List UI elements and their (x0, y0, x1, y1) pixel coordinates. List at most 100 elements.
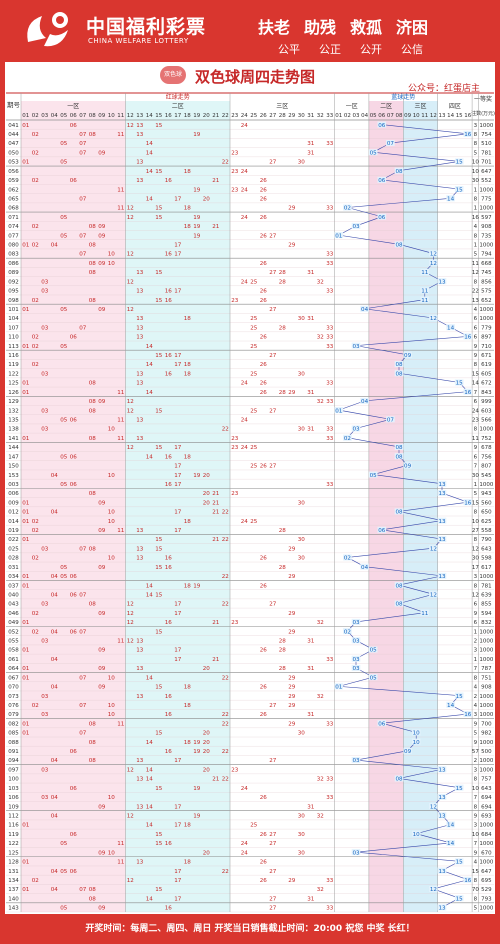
red-ball: 19 (193, 233, 201, 239)
red-ball: 30 (298, 731, 306, 737)
prize-count: 8 (474, 896, 478, 902)
red-ball: 26 (260, 556, 268, 562)
issue-number: 143 (8, 906, 19, 912)
red-ball: 16 (165, 556, 173, 562)
prize-amount: 1000 (479, 740, 493, 746)
red-ball: 11 (117, 721, 125, 727)
red-ball: 29 (288, 878, 296, 884)
blue-ball: 12 (430, 592, 437, 598)
blue-ball: 01 (335, 233, 343, 239)
prize-amount: 982 (481, 731, 492, 737)
red-ball: 17 (174, 804, 182, 810)
red-ball: 33 (326, 381, 334, 387)
prize-count: 5 (474, 150, 478, 156)
blue-ball-bg (343, 554, 352, 561)
issue-number: 132 (8, 408, 19, 414)
blue-ball-bg (411, 729, 421, 736)
red-number-header: 17 (174, 113, 181, 119)
blue-ball-bg (394, 443, 404, 450)
blue-zone-bg (368, 101, 404, 912)
prize-count: 8 (474, 675, 478, 681)
issue-number: 079 (8, 712, 19, 718)
issue-number: 014 (8, 519, 19, 525)
blue-zone-label: 一区 (346, 103, 358, 110)
blue-ball-bg (351, 849, 361, 856)
issue-column-header: 期号 (7, 101, 21, 109)
red-ball: 03 (41, 408, 49, 414)
prize-count: 6 (474, 399, 478, 405)
red-ball: 07 (79, 592, 87, 598)
prize-amount: 1000 (479, 206, 493, 212)
red-ball: 33 (326, 482, 334, 488)
blue-ball: 05 (370, 473, 378, 479)
red-ball: 12 (127, 123, 134, 129)
red-ball: 20 (203, 473, 211, 479)
prize-count: 1 (474, 482, 478, 488)
red-ball: 13 (136, 860, 144, 866)
red-ball: 04 (51, 243, 59, 249)
prize-amount: 757 (481, 777, 492, 783)
prize-amount: 751 (481, 675, 492, 681)
issue-number: 046 (8, 611, 19, 617)
red-ball: 29 (288, 243, 296, 249)
red-ball: 27 (269, 408, 277, 414)
blue-ball: 13 (438, 574, 446, 580)
red-ball: 24 (241, 215, 249, 221)
prize-count: 9 (474, 740, 478, 746)
red-ball: 22 (222, 869, 229, 875)
issue-number: 091 (8, 749, 19, 755)
red-ball: 08 (89, 491, 97, 497)
red-ball: 31 (307, 150, 315, 156)
issue-number: 031 (8, 565, 19, 571)
red-zone-bg (125, 101, 230, 912)
prize-amount: 652 (481, 298, 492, 304)
red-ball: 20 (203, 500, 211, 506)
issue-number: 040 (8, 592, 19, 598)
slogan: 扶老 助残 救孤 济困 (258, 14, 442, 38)
red-ball: 17 (174, 878, 182, 884)
red-ball: 27 (269, 896, 277, 902)
red-ball: 17 (174, 896, 182, 902)
red-ball: 10 (108, 675, 116, 681)
issue-number: 092 (8, 279, 19, 285)
red-ball: 22 (222, 675, 229, 681)
red-ball: 16 (165, 620, 173, 626)
blue-ball-bg (420, 609, 430, 616)
red-number-header: 06 (70, 113, 77, 119)
red-ball: 33 (326, 878, 334, 884)
red-ball: 01 (22, 887, 30, 893)
blue-ball: 14 (447, 325, 455, 331)
prize-amount: 793 (481, 896, 492, 902)
red-ball: 14 (146, 141, 154, 147)
blue-ball-bg (463, 876, 473, 883)
blue-ball-bg (394, 167, 404, 174)
issue-number: 055 (8, 639, 19, 645)
red-ball: 11 (117, 841, 125, 847)
red-ball: 08 (89, 270, 97, 276)
red-ball: 15 (155, 565, 163, 571)
prize-count: 4 (474, 685, 478, 691)
blue-ball-bg (403, 747, 412, 754)
prize-count: 10 (472, 832, 479, 838)
issue-number: 141 (8, 436, 19, 442)
red-ball: 08 (89, 896, 97, 902)
red-ball: 13 (136, 270, 144, 276)
blue-ball: 03 (352, 620, 360, 626)
red-ball: 14 (146, 823, 154, 829)
red-number-header: 01 (22, 113, 29, 119)
red-ball: 09 (98, 307, 106, 313)
prize-count: 6 (474, 316, 478, 322)
red-ball: 16 (165, 252, 173, 258)
red-ball: 16 (165, 298, 173, 304)
blue-ball: 03 (352, 427, 360, 433)
red-ball: 01 (22, 160, 30, 166)
issue-number: 047 (8, 141, 19, 147)
blue-ball-bg (437, 867, 447, 874)
red-ball: 05 (60, 869, 68, 875)
prize-amount: 1000 (479, 307, 493, 313)
red-ball: 22 (222, 160, 229, 166)
red-ball: 14 (146, 150, 154, 156)
red-ball: 01 (22, 666, 30, 672)
prize-count: 1 (474, 243, 478, 249)
blue-ball-bg (351, 618, 361, 625)
